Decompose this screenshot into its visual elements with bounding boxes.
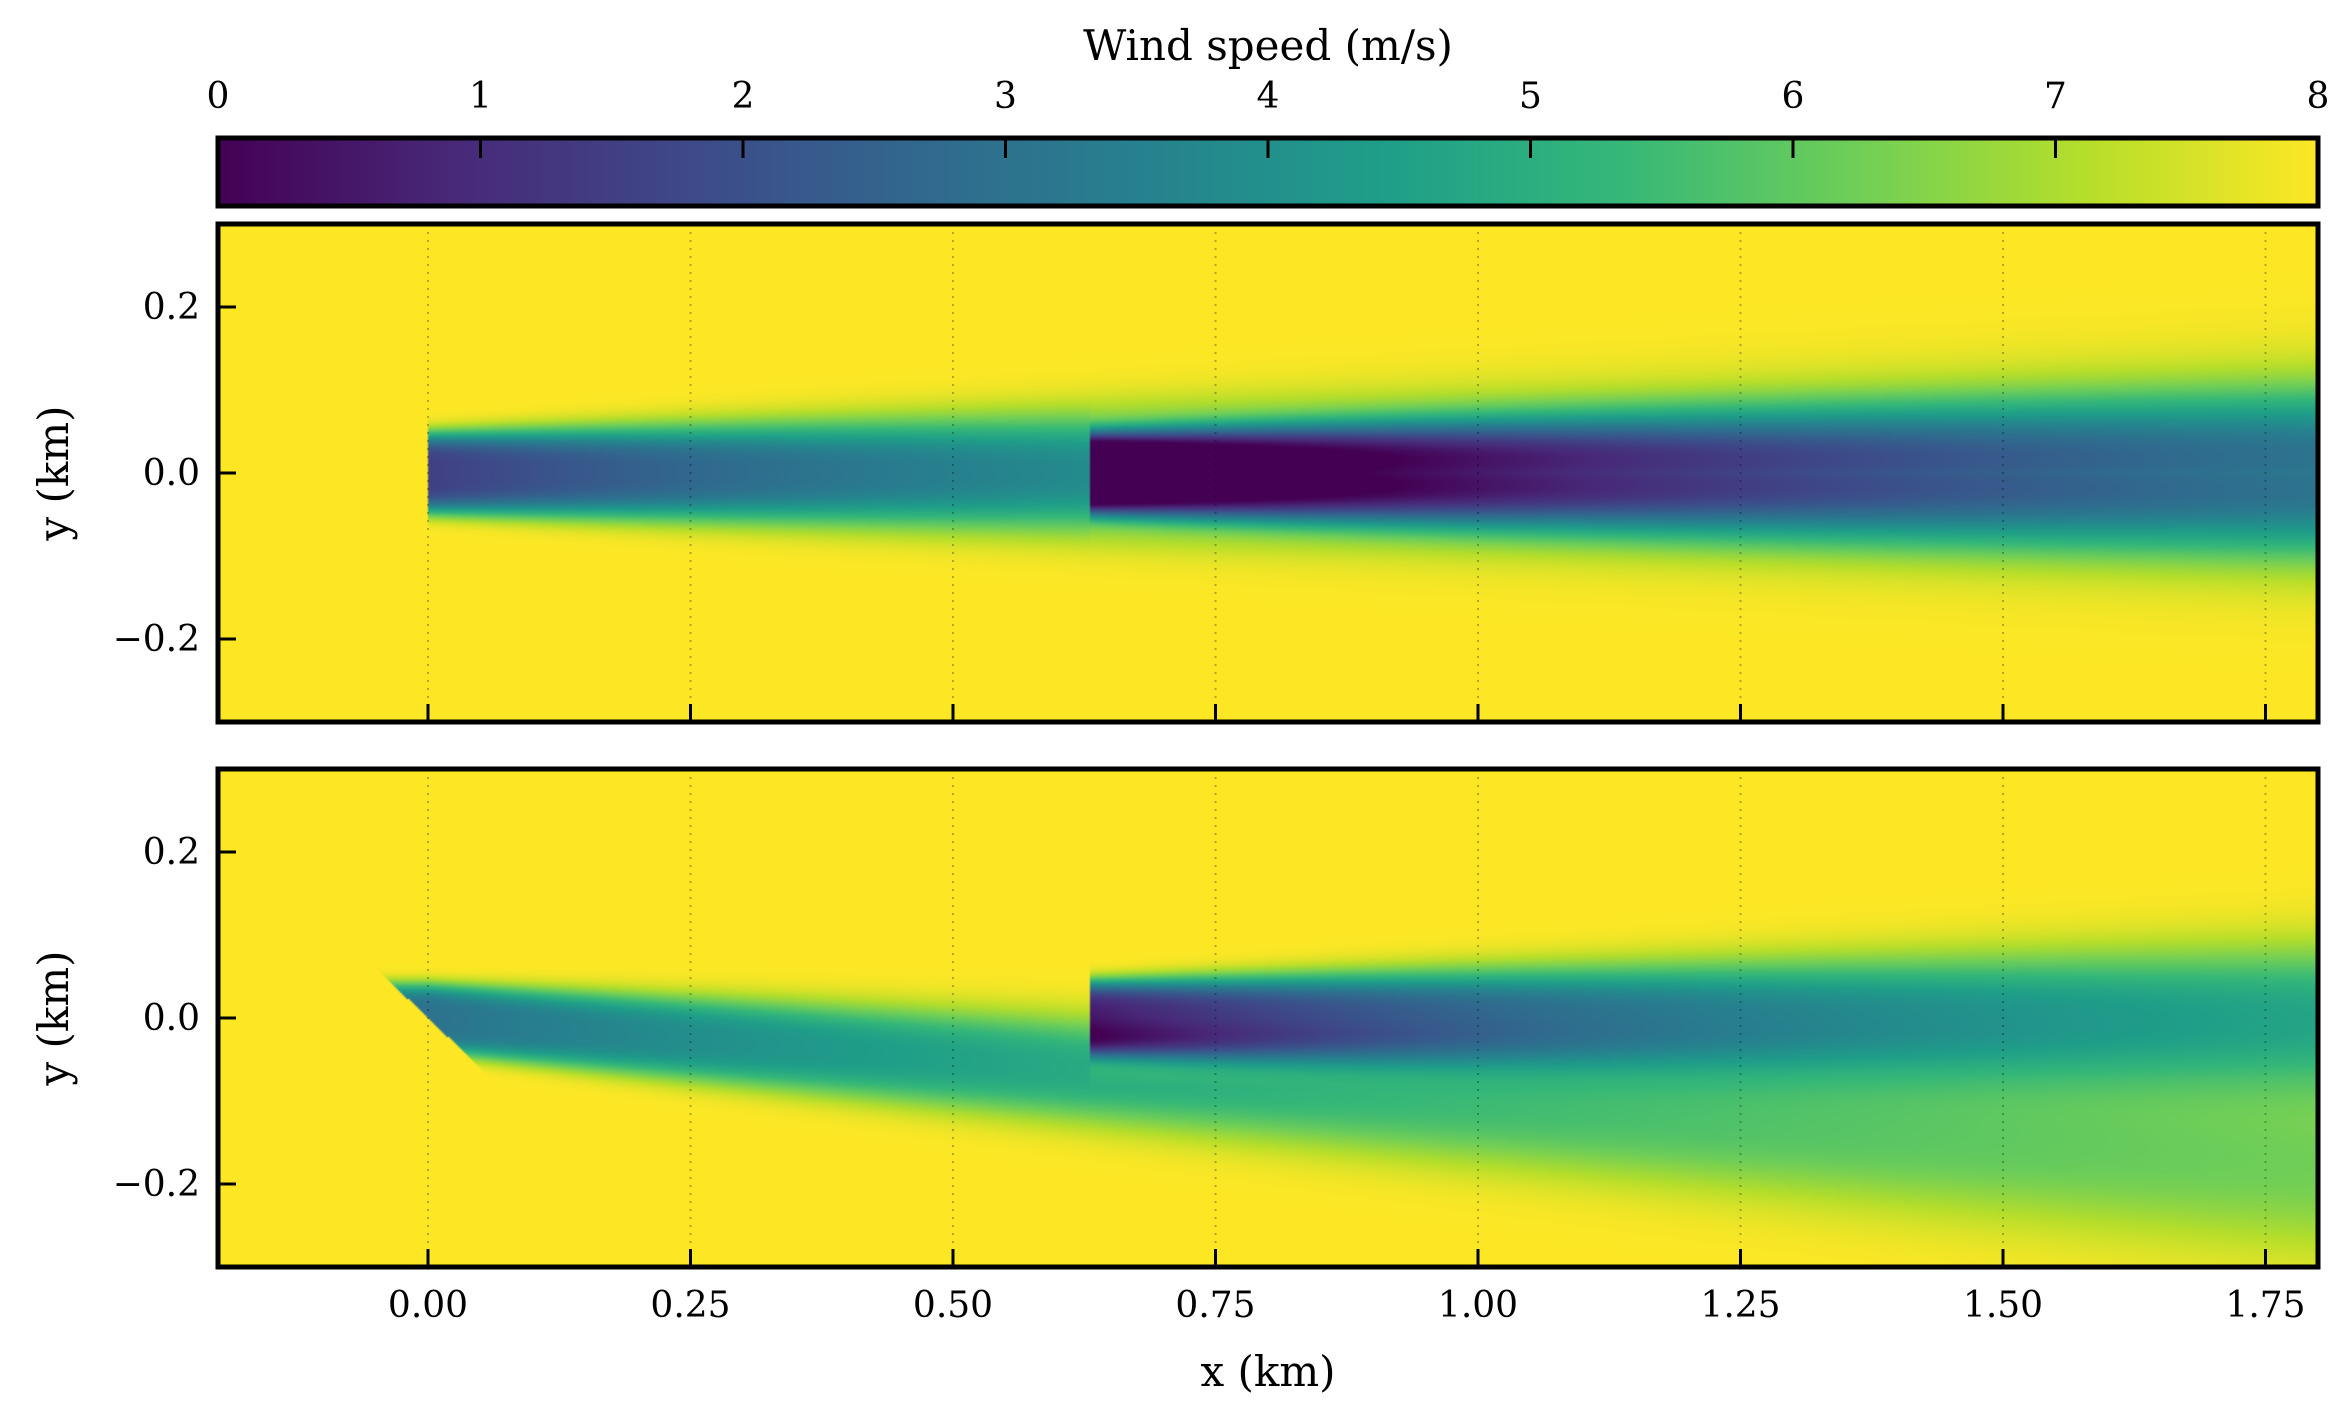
colorbar-tick-label: 1 — [469, 76, 492, 117]
colorbar-ticks — [479, 138, 2057, 158]
y-tick-label: −0.2 — [113, 1164, 200, 1205]
x-tick-label: 1.25 — [1700, 1285, 1780, 1326]
grid-aligned — [427, 224, 2267, 722]
x-tick-label: 0.50 — [913, 1285, 993, 1326]
heatmap-yawed — [218, 769, 2318, 1267]
y-tick-label: 0.2 — [143, 287, 200, 328]
colorbar-tick-labels: 0 1 2 3 4 5 6 7 8 — [207, 76, 2330, 117]
xlabel: x (km) — [1200, 1347, 1335, 1396]
x-tick-label: 1.00 — [1438, 1285, 1518, 1326]
colorbar-frame — [215, 135, 2321, 209]
y-tick-label: −0.2 — [113, 619, 200, 660]
colorbar: Wind speed (m/s) 0 1 2 3 4 5 6 7 8 — [207, 21, 2330, 209]
colorbar-tick-label: 6 — [1782, 76, 1805, 117]
ticks-yawed: 0.00 0.25 0.50 0.75 1.00 1.25 1.50 1.75 0.2 0.0 −0… — [113, 832, 2306, 1326]
y-tick-label: 0.2 — [143, 832, 200, 873]
colorbar-tick-label: 0 — [207, 76, 230, 117]
ylabel-aligned: y (km) — [29, 405, 78, 541]
x-tick-label: 0.75 — [1175, 1285, 1255, 1326]
x-tick-label: 1.75 — [2225, 1285, 2305, 1326]
x-tick-label: 0.25 — [650, 1285, 730, 1326]
colorbar-tick-label: 3 — [994, 76, 1017, 117]
x-tick-label: 0.00 — [388, 1285, 468, 1326]
colorbar-tick-label: 8 — [2307, 76, 2330, 117]
heatmap-aligned — [218, 224, 2318, 722]
panel-yawed: 0.00 0.25 0.50 0.75 1.00 1.25 1.50 1.75 0.2 0.0 −0… — [29, 766, 2321, 1396]
colorbar-tick-label: 2 — [732, 76, 755, 117]
colorbar-label: Wind speed (m/s) — [1083, 21, 1453, 70]
panel-aligned: 0.2 0.0 −0.2 y (km) — [29, 221, 2321, 725]
y-tick-label: 0.0 — [143, 453, 200, 494]
colorbar-tick-label: 4 — [1257, 76, 1280, 117]
ylabel-yawed: y (km) — [29, 950, 78, 1086]
colorbar-tick-label: 7 — [2044, 76, 2067, 117]
y-tick-label: 0.0 — [143, 998, 200, 1039]
grid-yawed — [427, 769, 2267, 1267]
axes-frame-aligned — [215, 221, 2321, 725]
colorbar-tick-label: 5 — [1519, 76, 1542, 117]
ticks-aligned: 0.2 0.0 −0.2 — [113, 287, 2267, 722]
axes-frame-yawed — [215, 766, 2321, 1270]
x-tick-label: 1.50 — [1963, 1285, 2043, 1326]
